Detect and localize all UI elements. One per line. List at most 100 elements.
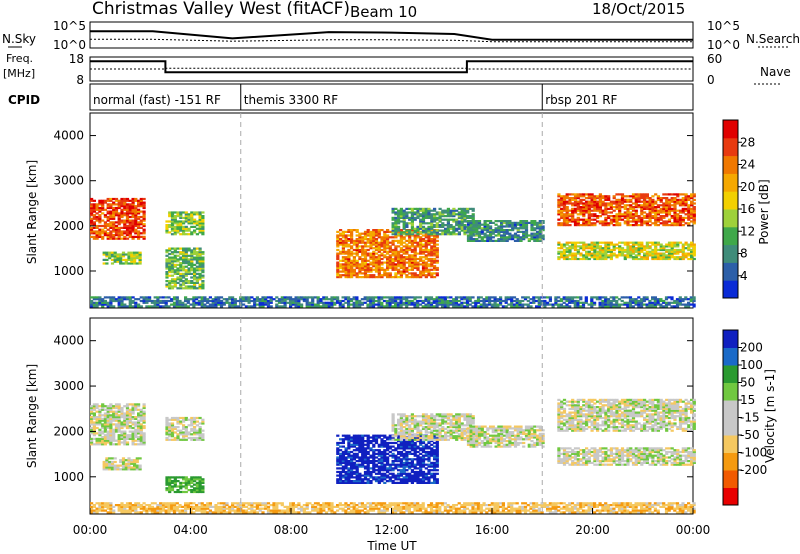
power-cell	[363, 241, 368, 244]
velocity-cell	[108, 462, 112, 465]
power-cell	[108, 253, 112, 256]
power-cell	[486, 238, 490, 241]
power-cell	[277, 299, 282, 303]
power-cell	[341, 268, 345, 271]
y-tick-label: 2000	[53, 219, 84, 233]
velocity-cell	[123, 412, 127, 415]
power-cell	[651, 254, 655, 257]
power-cell	[427, 259, 431, 262]
search-label: N.Search	[746, 32, 800, 46]
velocity-cell	[170, 427, 175, 430]
power-cell	[110, 251, 115, 254]
power-cell	[103, 223, 107, 226]
power-cell	[562, 252, 567, 255]
power-cell	[684, 305, 688, 308]
power-cell	[361, 236, 365, 239]
power-cell	[508, 238, 512, 241]
power-cell	[380, 243, 384, 246]
power-cell	[350, 229, 354, 232]
power-cell	[513, 239, 518, 242]
power-cell	[116, 257, 120, 260]
power-cell	[491, 236, 495, 239]
power-cell	[490, 303, 494, 306]
power-cell	[165, 262, 169, 265]
power-cell	[590, 241, 594, 244]
power-cell	[618, 209, 622, 212]
power-cell	[587, 250, 591, 253]
power-cell	[618, 252, 622, 255]
power-cell	[123, 205, 127, 208]
power-cell	[634, 200, 638, 203]
power-cell	[139, 199, 143, 202]
power-cell	[361, 272, 365, 275]
power-cell	[374, 299, 378, 303]
power-cell	[396, 301, 400, 304]
power-cell	[385, 305, 389, 308]
power-cell	[176, 215, 180, 218]
power-cell	[628, 298, 633, 301]
power-cell	[604, 299, 608, 303]
power-cell	[443, 305, 447, 308]
power-cell	[341, 266, 345, 270]
velocity-cell	[92, 412, 96, 415]
power-cell	[607, 204, 611, 207]
power-cell	[435, 243, 439, 246]
power-cell	[134, 212, 138, 215]
power-cell	[606, 303, 610, 306]
velocity-cell	[109, 406, 113, 410]
power-cell	[366, 259, 370, 262]
power-cell	[388, 296, 392, 299]
power-cell	[676, 216, 680, 219]
power-cell	[399, 259, 403, 262]
power-cell	[219, 303, 224, 306]
power-cell	[648, 299, 652, 303]
power-cell	[662, 256, 666, 259]
power-cell	[95, 206, 99, 210]
power-cell	[585, 257, 589, 261]
power-cell	[413, 213, 417, 216]
power-cell	[571, 197, 575, 200]
power-cell	[168, 220, 172, 223]
velocity-cell	[190, 478, 194, 481]
power-cell	[103, 303, 107, 306]
power-cell	[198, 213, 202, 216]
velocity-cell	[103, 414, 107, 417]
power-cell	[648, 197, 652, 200]
power-cell	[612, 224, 616, 227]
velocity-cell	[176, 429, 180, 432]
power-cell	[394, 245, 398, 248]
power-cell	[667, 250, 672, 253]
power-cell	[283, 305, 287, 308]
velocity-cell	[98, 428, 102, 431]
power-cell	[405, 239, 409, 242]
power-cell	[571, 220, 575, 223]
power-cell	[598, 301, 602, 304]
power-cell	[468, 215, 473, 218]
y-tick-label: 4000	[53, 129, 84, 143]
power-cell	[164, 296, 168, 299]
power-cell	[413, 247, 417, 250]
power-cell	[109, 221, 113, 224]
power-cell	[585, 202, 589, 205]
power-cell	[198, 262, 202, 265]
power-cell	[106, 219, 110, 222]
power-cell	[187, 220, 191, 223]
power-cell	[182, 247, 186, 250]
velocity-cell	[341, 440, 345, 443]
velocity-cell	[114, 430, 119, 433]
power-cell	[557, 250, 561, 253]
velocity-cell	[341, 481, 345, 484]
velocity-cell	[128, 425, 132, 428]
velocity-cell	[168, 418, 172, 421]
power-cell	[654, 211, 658, 214]
power-cell	[114, 299, 119, 303]
power-cell	[606, 301, 610, 304]
power-cell	[430, 220, 434, 223]
power-cell	[405, 247, 409, 250]
power-cell	[101, 237, 105, 240]
power-cell	[505, 230, 509, 233]
power-cell	[361, 266, 365, 270]
power-cell	[593, 254, 597, 257]
power-cell	[355, 250, 359, 253]
velocity-cell	[139, 416, 143, 419]
